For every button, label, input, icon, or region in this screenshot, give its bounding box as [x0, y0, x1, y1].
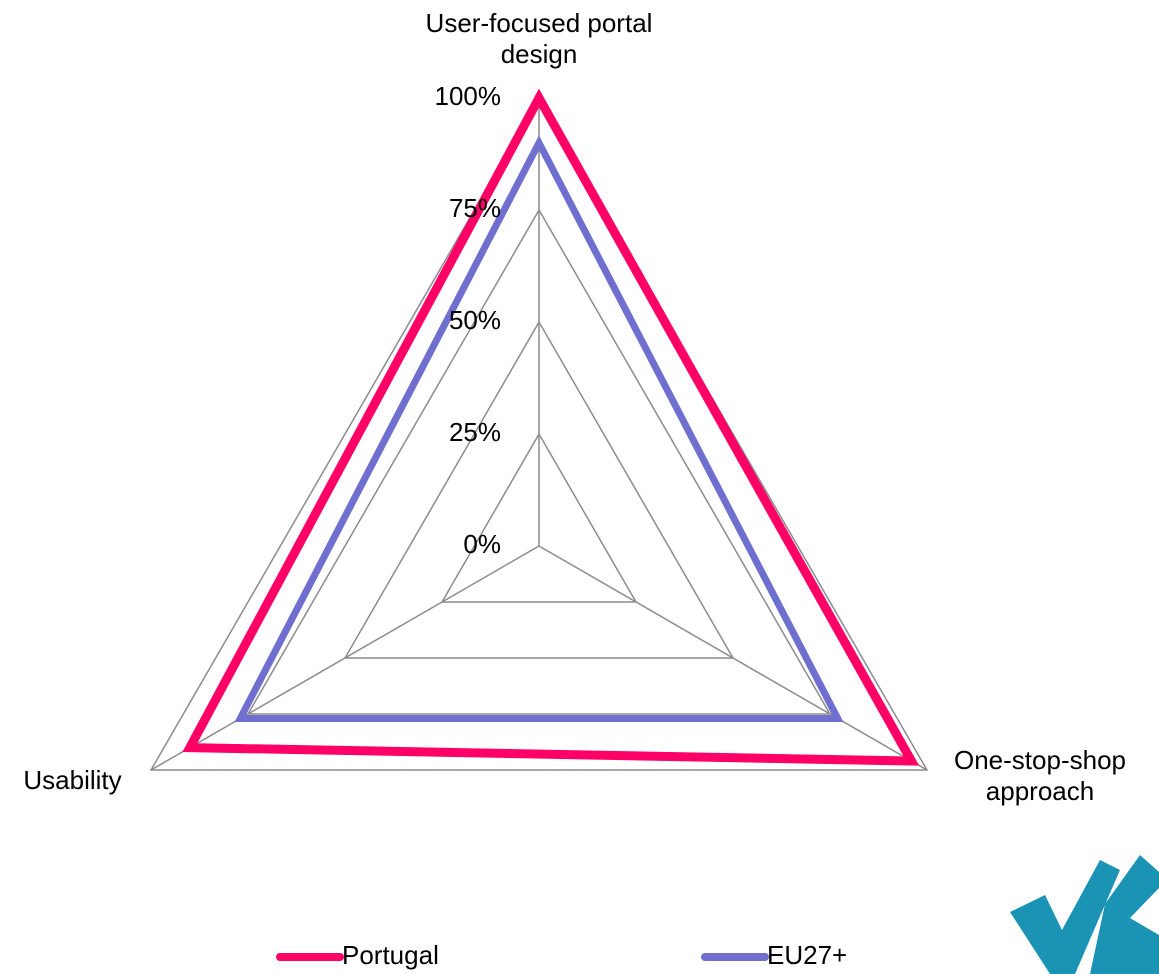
grid-line	[440, 432, 638, 603]
grid-line	[343, 320, 735, 659]
series-line	[182, 88, 920, 766]
tick-label: 50%	[449, 305, 501, 335]
series-line	[234, 135, 844, 722]
legend-label: EU27+	[767, 940, 847, 970]
tick-label: 25%	[449, 417, 501, 447]
grid-line	[149, 96, 929, 771]
logo	[1010, 855, 1159, 974]
logo-shape	[1090, 855, 1159, 974]
grid-line	[246, 208, 832, 715]
category-label: Usability	[23, 765, 122, 795]
axis-line	[150, 545, 540, 771]
category-label: User-focused portal design	[425, 8, 653, 69]
tick-label: 75%	[449, 193, 501, 223]
tick-label: 100%	[435, 81, 502, 111]
axis-line	[538, 545, 928, 771]
tick-label: 0%	[463, 529, 501, 559]
legend-label: Portugal	[342, 940, 439, 970]
category-label: One-stop-shop approach	[954, 745, 1126, 806]
logo-shape	[1010, 860, 1120, 974]
